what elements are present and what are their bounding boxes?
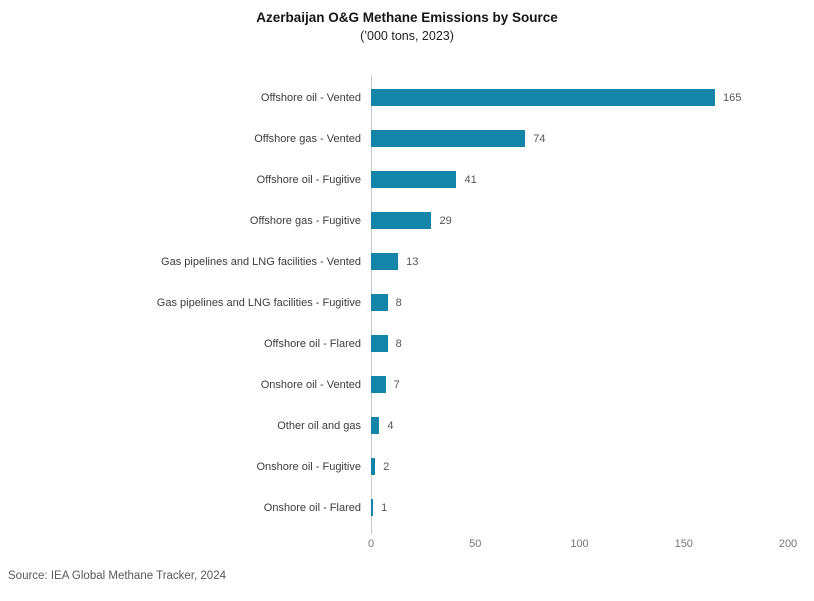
value-label: 2 bbox=[383, 460, 390, 473]
bar bbox=[371, 294, 388, 311]
bar bbox=[371, 89, 716, 106]
bar-track: 29 bbox=[371, 212, 788, 229]
source-note: Source: IEA Global Methane Tracker, 2024 bbox=[8, 570, 226, 582]
bar-row: Offshore oil - Flared 8 bbox=[0, 323, 814, 364]
value-label: 8 bbox=[395, 296, 402, 309]
bar-track: 74 bbox=[371, 130, 788, 147]
category-label: Onshore oil - Flared bbox=[263, 501, 361, 514]
bar bbox=[371, 130, 526, 147]
x-axis-tick: 50 bbox=[469, 538, 482, 550]
value-label: 4 bbox=[387, 419, 394, 432]
bar-track: 1 bbox=[371, 499, 788, 516]
bar bbox=[371, 171, 457, 188]
bar-track: 8 bbox=[371, 335, 788, 352]
category-label: Onshore oil - Vented bbox=[260, 378, 361, 391]
bar-row: Gas pipelines and LNG facilities - Fugit… bbox=[0, 282, 814, 323]
value-label: 7 bbox=[393, 378, 400, 391]
category-label: Other oil and gas bbox=[277, 419, 361, 432]
value-label: 74 bbox=[533, 132, 546, 145]
bar bbox=[371, 376, 386, 393]
bar-track: 8 bbox=[371, 294, 788, 311]
bar-track: 13 bbox=[371, 253, 788, 270]
x-axis-tick: 200 bbox=[778, 538, 798, 550]
x-axis-tick: 0 bbox=[367, 538, 375, 550]
category-label: Onshore oil - Fugitive bbox=[256, 460, 361, 473]
bar bbox=[371, 458, 376, 475]
bar-row: Onshore oil - Fugitive 2 bbox=[0, 446, 814, 487]
category-label: Gas pipelines and LNG facilities - Vente… bbox=[161, 255, 361, 268]
category-label: Gas pipelines and LNG facilities - Fugit… bbox=[156, 296, 361, 309]
category-label: Offshore oil - Vented bbox=[260, 91, 361, 104]
category-label: Offshore oil - Flared bbox=[263, 337, 361, 350]
value-label: 8 bbox=[395, 337, 402, 350]
bar bbox=[371, 335, 388, 352]
value-label: 41 bbox=[464, 173, 477, 186]
bar-row: Offshore oil - Vented 165 bbox=[0, 77, 814, 118]
category-label: Offshore oil - Fugitive bbox=[256, 173, 361, 186]
value-label: 1 bbox=[381, 501, 388, 514]
value-label: 165 bbox=[723, 91, 742, 104]
value-label: 13 bbox=[406, 255, 419, 268]
x-axis-tick: 100 bbox=[570, 538, 589, 550]
bar-row: Other oil and gas 4 bbox=[0, 405, 814, 446]
x-axis: 0 50 100 150 200 bbox=[367, 538, 797, 552]
bar-track: 2 bbox=[371, 458, 788, 475]
bar-track: 7 bbox=[371, 376, 788, 393]
category-label: Offshore gas - Vented bbox=[254, 132, 361, 145]
bar-track: 4 bbox=[371, 417, 788, 434]
bar-chart: Offshore oil - Vented 165 Offshore gas -… bbox=[0, 75, 814, 552]
bar-row: Offshore gas - Fugitive 29 bbox=[0, 200, 814, 241]
bar bbox=[371, 499, 374, 516]
bar-row: Offshore oil - Fugitive 41 bbox=[0, 159, 814, 200]
bar bbox=[371, 253, 399, 270]
bar-row: Gas pipelines and LNG facilities - Vente… bbox=[0, 241, 814, 282]
value-label: 29 bbox=[439, 214, 452, 227]
chart-title: Azerbaijan O&G Methane Emissions by Sour… bbox=[256, 10, 558, 25]
x-axis-tick: 150 bbox=[674, 538, 693, 550]
bar bbox=[371, 417, 380, 434]
bar-track: 165 bbox=[371, 89, 788, 106]
bar-row: Offshore gas - Vented 74 bbox=[0, 118, 814, 159]
category-label: Offshore gas - Fugitive bbox=[249, 214, 361, 227]
chart-header: Azerbaijan O&G Methane Emissions by Sour… bbox=[0, 0, 814, 44]
bar-track: 41 bbox=[371, 171, 788, 188]
chart-subtitle: (’000 tons, 2023) bbox=[360, 29, 454, 43]
bar-row: Onshore oil - Vented 7 bbox=[0, 364, 814, 405]
bar-row: Onshore oil - Flared 1 bbox=[0, 487, 814, 528]
bar bbox=[371, 212, 432, 229]
